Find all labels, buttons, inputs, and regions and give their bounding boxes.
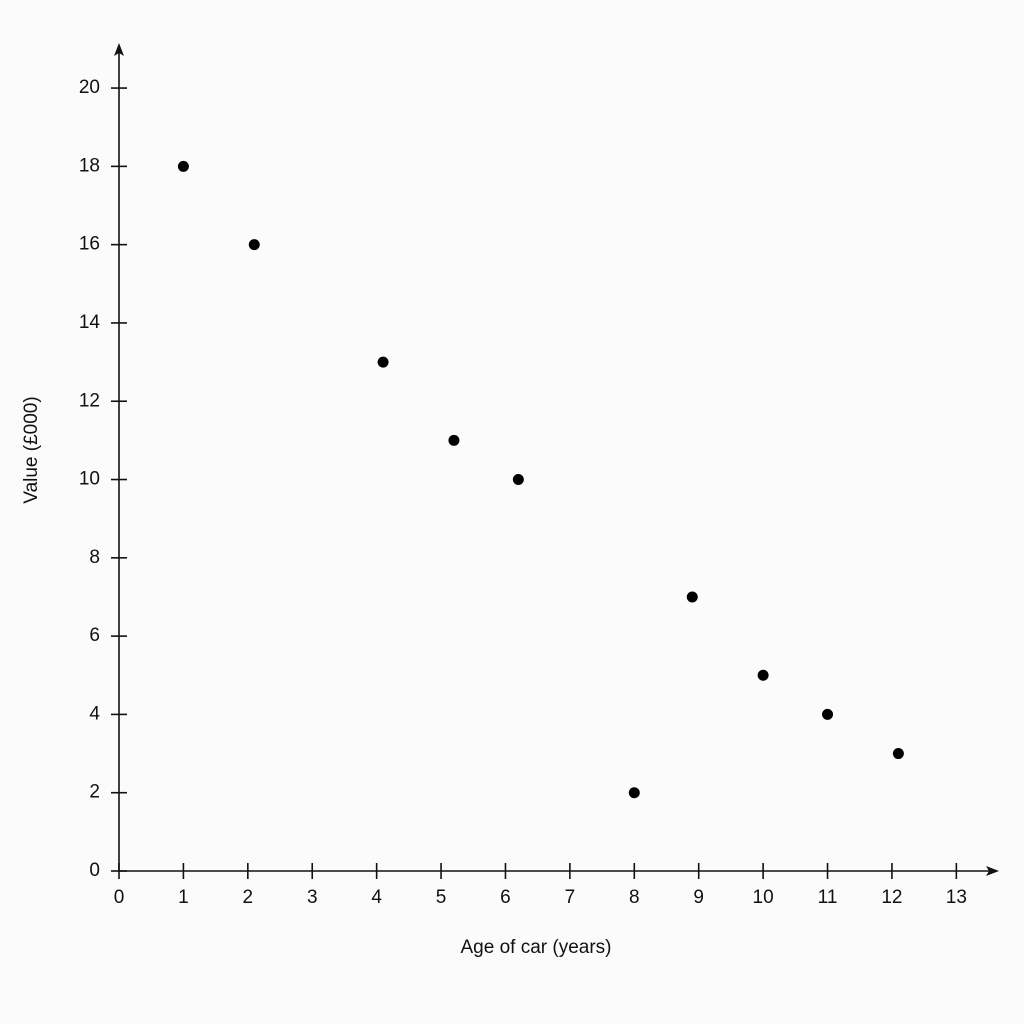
point xyxy=(248,239,260,251)
point xyxy=(757,669,769,681)
point xyxy=(628,787,640,799)
point xyxy=(686,591,698,603)
x-tick-label: 8 xyxy=(629,887,640,908)
y-tick-label: 10 xyxy=(79,469,100,490)
x-tick-label: 1 xyxy=(178,887,189,908)
x-tick-label: 10 xyxy=(753,887,774,908)
point xyxy=(177,160,189,172)
y-tick-label: 4 xyxy=(89,703,100,724)
y-tick-label: 8 xyxy=(89,547,100,568)
y-tick-label: 14 xyxy=(79,312,101,333)
point xyxy=(892,748,904,760)
point xyxy=(822,708,834,720)
y-tick-label: 16 xyxy=(79,234,100,255)
x-tick-label: 6 xyxy=(500,887,511,908)
x-tick-label: 0 xyxy=(114,887,125,908)
y-tick-label: 0 xyxy=(89,860,100,881)
x-tick-label: 7 xyxy=(565,887,576,908)
x-tick-label: 13 xyxy=(946,887,967,908)
y-tick-label: 12 xyxy=(79,390,100,411)
x-tick-label: 3 xyxy=(307,887,318,908)
point xyxy=(512,474,524,486)
x-tick-label: 12 xyxy=(881,887,902,908)
y-axis-label: Value (£000) xyxy=(21,396,42,503)
x-tick-label: 11 xyxy=(818,887,838,908)
point xyxy=(448,434,460,446)
x-tick-label: 2 xyxy=(243,887,254,908)
x-tick-label: 5 xyxy=(436,887,447,908)
x-tick-label: 4 xyxy=(371,887,382,908)
y-tick-label: 2 xyxy=(89,782,100,803)
x-tick-label: 9 xyxy=(693,887,704,908)
y-tick-label: 20 xyxy=(79,77,100,98)
x-axis-arrow xyxy=(986,866,999,876)
x-axis-label: Age of car (years) xyxy=(461,937,612,958)
y-tick-label: 6 xyxy=(89,625,100,646)
y-tick-label: 18 xyxy=(79,155,100,176)
y-axis-arrow xyxy=(114,43,124,56)
point xyxy=(377,356,389,368)
